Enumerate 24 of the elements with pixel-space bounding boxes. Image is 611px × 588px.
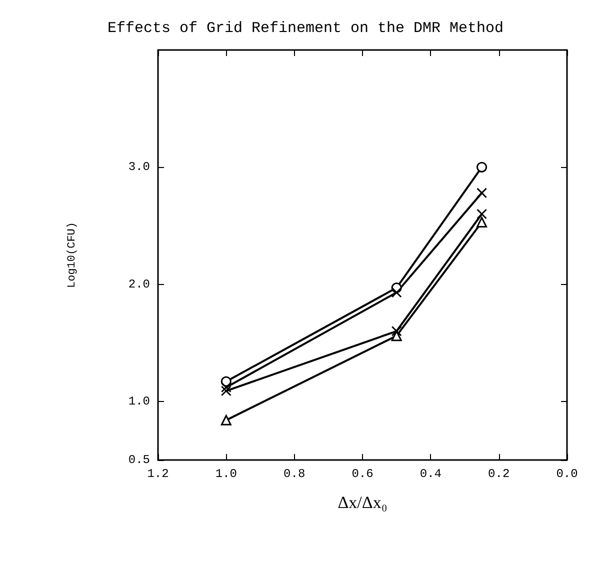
y-tick-label: 1.0: [128, 394, 150, 408]
point: [391, 330, 402, 342]
point: [391, 287, 402, 298]
point: [391, 326, 402, 336]
x-tick-label: 0.8: [284, 467, 306, 481]
x-axis-title: Δx/Δx₀: [338, 493, 388, 512]
y-axis-title: Log10(CFU): [66, 222, 78, 288]
x-tick-label: 1.2: [147, 467, 169, 481]
point: [476, 216, 488, 228]
x-tick-label: 0.4: [420, 467, 442, 481]
x-tick-label: 0.6: [352, 467, 374, 481]
x-tick-label: 0.0: [556, 467, 578, 481]
y-tick-label: 0.5: [128, 453, 150, 467]
chart-title: Effects of Grid Refinement on the DMR Method: [107, 20, 504, 37]
x-tick-label: 1.0: [215, 467, 237, 481]
point: [476, 188, 488, 198]
point: [220, 386, 232, 396]
point: [220, 382, 232, 393]
point: [220, 414, 232, 426]
y-tick-label: 3.0: [128, 160, 150, 174]
point: [476, 162, 488, 172]
x-tick-label: 0.2: [488, 467, 510, 481]
point: [476, 208, 488, 220]
y-tick-label: 2.0: [128, 277, 150, 292]
